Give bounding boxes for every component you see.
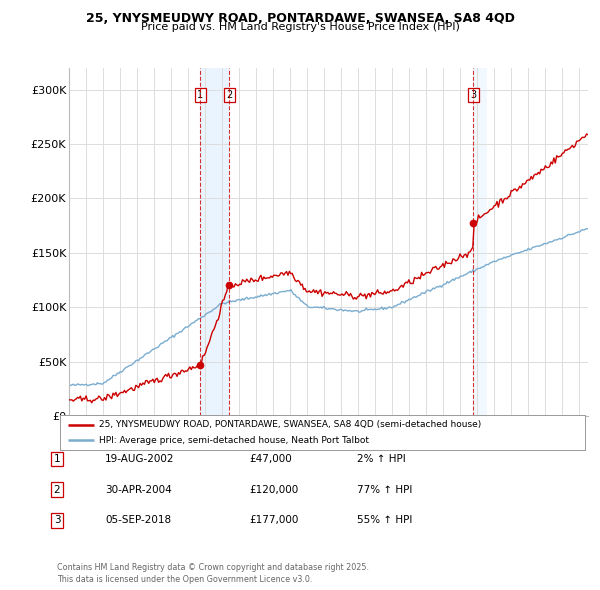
Text: 25, YNYSMEUDWY ROAD, PONTARDAWE, SWANSEA, SA8 4QD: 25, YNYSMEUDWY ROAD, PONTARDAWE, SWANSEA… [86, 12, 514, 25]
Text: 2: 2 [226, 90, 232, 100]
Text: HPI: Average price, semi-detached house, Neath Port Talbot: HPI: Average price, semi-detached house,… [100, 436, 370, 445]
Text: Contains HM Land Registry data © Crown copyright and database right 2025.
This d: Contains HM Land Registry data © Crown c… [57, 563, 369, 584]
Text: Price paid vs. HM Land Registry's House Price Index (HPI): Price paid vs. HM Land Registry's House … [140, 22, 460, 32]
Text: 3: 3 [53, 516, 61, 525]
Text: 19-AUG-2002: 19-AUG-2002 [105, 454, 175, 464]
Bar [473, 68, 487, 416]
Text: 25, YNYSMEUDWY ROAD, PONTARDAWE, SWANSEA, SA8 4QD (semi-detached house): 25, YNYSMEUDWY ROAD, PONTARDAWE, SWANSEA… [100, 420, 482, 429]
Text: 77% ↑ HPI: 77% ↑ HPI [357, 485, 412, 494]
Text: 55% ↑ HPI: 55% ↑ HPI [357, 516, 412, 525]
Text: 2: 2 [53, 485, 61, 494]
Bar [200, 68, 229, 416]
Text: 05-SEP-2018: 05-SEP-2018 [105, 516, 171, 525]
Text: 30-APR-2004: 30-APR-2004 [105, 485, 172, 494]
Text: 2% ↑ HPI: 2% ↑ HPI [357, 454, 406, 464]
Text: 1: 1 [53, 454, 61, 464]
Text: £120,000: £120,000 [249, 485, 298, 494]
Text: £177,000: £177,000 [249, 516, 298, 525]
Text: £47,000: £47,000 [249, 454, 292, 464]
Text: 3: 3 [470, 90, 476, 100]
Text: 1: 1 [197, 90, 203, 100]
